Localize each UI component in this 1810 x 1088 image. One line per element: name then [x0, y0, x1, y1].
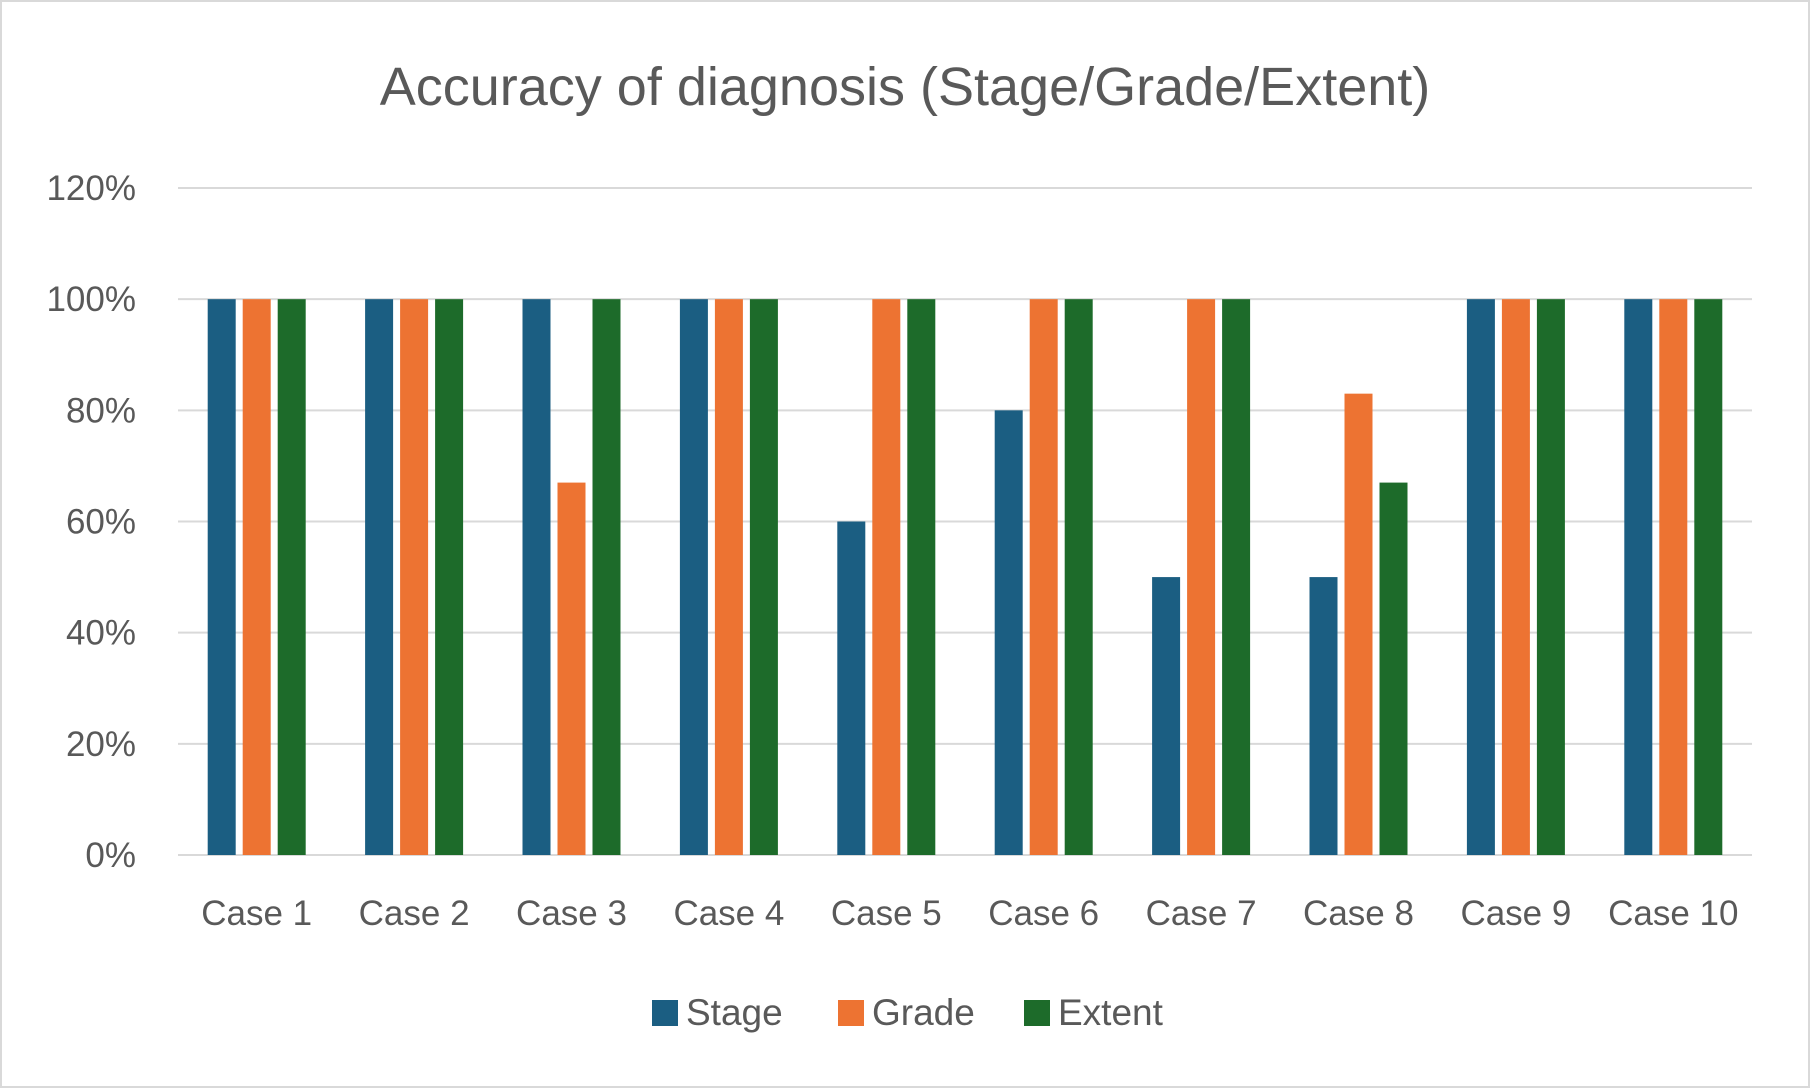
bar-stage-case-4	[679, 299, 708, 856]
x-tick-label: Case 9	[1460, 894, 1571, 933]
bar-grade-case-3	[557, 482, 586, 855]
bar-extent-case-8	[1379, 482, 1408, 855]
bar-extent-case-5	[907, 299, 936, 856]
x-tick-label: Case 8	[1303, 894, 1414, 933]
bar-extent-case-4	[749, 299, 778, 856]
y-tick-label: 0%	[85, 836, 136, 875]
y-tick-label: 80%	[66, 391, 136, 430]
y-tick-label: 120%	[46, 169, 136, 208]
x-tick-label: Case 4	[673, 894, 784, 933]
y-tick-label: 40%	[66, 614, 136, 653]
bar-grade-case-6	[1029, 299, 1058, 856]
bar-stage-case-6	[994, 410, 1023, 855]
chart-title: Accuracy of diagnosis (Stage/Grade/Exten…	[380, 57, 1431, 117]
bar-stage-case-8	[1309, 577, 1338, 855]
x-tick-label: Case 3	[516, 894, 627, 933]
legend-label-grade: Grade	[872, 992, 975, 1033]
y-axis-ticks: 0% 20% 40% 60% 80% 100% 120%	[46, 169, 136, 875]
bar-extent-case-6	[1064, 299, 1093, 856]
bars	[207, 299, 1723, 856]
legend: Stage Grade Extent	[652, 992, 1164, 1033]
y-tick-label: 60%	[66, 503, 136, 542]
legend-swatch-extent	[1024, 1000, 1050, 1026]
bar-stage-case-9	[1466, 299, 1495, 856]
bar-grade-case-7	[1187, 299, 1216, 856]
bar-grade-case-4	[714, 299, 743, 856]
bar-extent-case-1	[277, 299, 306, 856]
bar-extent-case-3	[592, 299, 621, 856]
y-tick-label: 100%	[46, 280, 136, 319]
legend-swatch-stage	[652, 1000, 678, 1026]
y-tick-label: 20%	[66, 725, 136, 764]
bar-stage-case-3	[522, 299, 551, 856]
bar-grade-case-1	[242, 299, 271, 856]
bar-stage-case-10	[1624, 299, 1653, 856]
bar-grade-case-9	[1501, 299, 1530, 856]
bar-extent-case-10	[1694, 299, 1723, 856]
bar-extent-case-2	[435, 299, 464, 856]
bar-grade-case-5	[872, 299, 901, 856]
x-tick-label: Case 10	[1608, 894, 1738, 933]
legend-swatch-grade	[838, 1000, 864, 1026]
x-axis-ticks: Case 1 Case 2 Case 3 Case 4 Case 5 Case 6 Case…	[201, 894, 1738, 933]
bar-stage-case-2	[365, 299, 394, 856]
bar-grade-case-10	[1659, 299, 1688, 856]
bar-extent-case-9	[1536, 299, 1565, 856]
legend-label-stage: Stage	[686, 992, 783, 1033]
bar-stage-case-1	[207, 299, 236, 856]
x-tick-label: Case 6	[988, 894, 1099, 933]
x-tick-label: Case 5	[831, 894, 942, 933]
legend-label-extent: Extent	[1058, 992, 1164, 1033]
bar-extent-case-7	[1222, 299, 1251, 856]
x-tick-label: Case 2	[359, 894, 470, 933]
bar-stage-case-5	[837, 521, 866, 855]
bar-grade-case-8	[1344, 393, 1373, 855]
x-tick-label: Case 1	[201, 894, 312, 933]
x-tick-label: Case 7	[1146, 894, 1257, 933]
bar-stage-case-7	[1152, 577, 1181, 855]
bar-grade-case-2	[400, 299, 429, 856]
